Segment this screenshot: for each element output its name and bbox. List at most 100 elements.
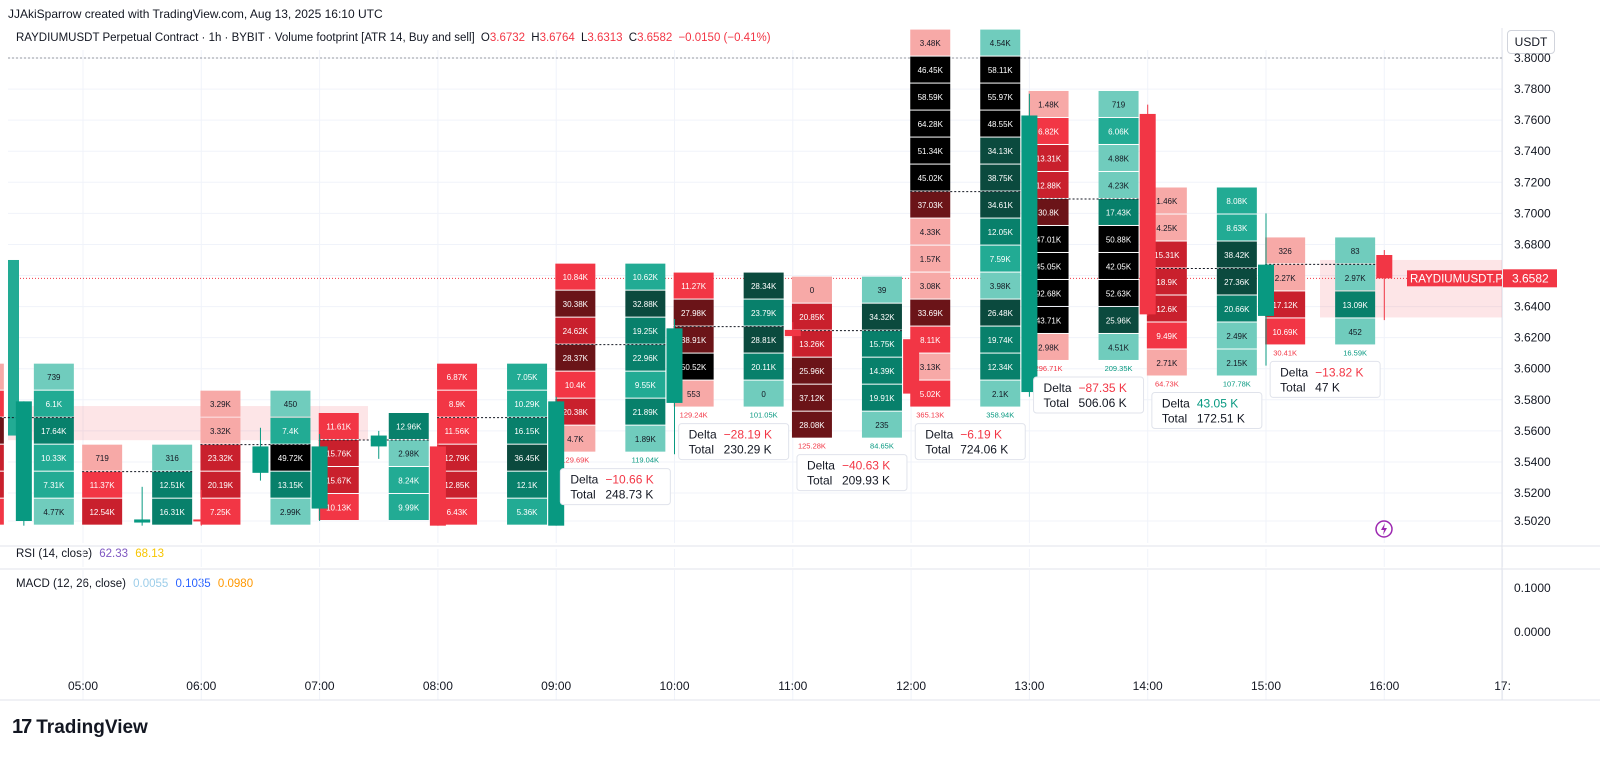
footprint-buy-value: 19.74K	[988, 336, 1014, 345]
candle-body	[193, 519, 210, 522]
footprint-sell-value: 92.68K	[1036, 289, 1062, 298]
footprint-buy-cell	[980, 218, 1021, 245]
total-label: Total	[689, 443, 714, 457]
macd-tick-label: 0.1000	[1514, 581, 1551, 595]
footprint-buy-value: 13.09K	[1342, 301, 1368, 310]
footprint-buy-value: 20.11K	[751, 363, 776, 372]
footprint-buy-cell	[743, 380, 784, 407]
footprint-sell-total: 129.69K	[561, 456, 589, 465]
footprint-buy-cell	[743, 299, 784, 326]
footprint-buy-value: 2.15K	[1226, 359, 1248, 368]
footprint-sell-value: 64.28K	[918, 120, 944, 129]
total-label: Total	[807, 474, 832, 488]
footprint-buy-value: 55.97K	[988, 93, 1014, 102]
footprint-buy-value: 25.96K	[1106, 316, 1132, 325]
price-axis[interactable]: 3.8000 3.7800 3.7600 3.7400 3.7200 3.7000 3.68…	[1514, 51, 1551, 639]
footprint-buy-value: 34.13K	[988, 147, 1014, 156]
footprint-buy-value: 38.75K	[988, 174, 1014, 183]
delta-value: −6.19 K	[960, 428, 1002, 442]
price-tick-label: 3.5400	[1514, 455, 1551, 469]
time-tick-label: 15:00	[1251, 679, 1281, 693]
footprint-sell-value: 6.82K	[1038, 127, 1060, 136]
footprint-buy-value: 7.59K	[990, 255, 1012, 264]
macd-line-value: 0.1035	[175, 578, 211, 590]
footprint-buy-cell	[270, 498, 311, 525]
footprint-sell-value: 10.84K	[563, 273, 589, 282]
footprint-buy-value: 38.42K	[1224, 251, 1250, 260]
footprint-buy-cell	[625, 263, 666, 290]
footprint-sell-cell	[555, 263, 596, 290]
delta-box	[796, 454, 908, 492]
footprint-buy-cell	[507, 390, 548, 417]
total-value: 209.93 K	[842, 474, 890, 488]
footprint-buy-cell	[33, 390, 74, 417]
footprint-sell-value: 3.48K	[920, 39, 942, 48]
footprint-sell-value: 13.26K	[799, 340, 825, 349]
candles	[15, 93, 1393, 526]
footprint-buy-total: 101.05K	[750, 411, 778, 420]
footprint-buy-cell	[388, 440, 429, 466]
footprint-sell-cell	[555, 371, 596, 398]
footprint-buy-cell	[507, 417, 548, 444]
delta-box	[1033, 376, 1145, 414]
footprint-sell-value: 15.67K	[326, 477, 352, 486]
footprint-sell-value: 11.61K	[326, 423, 351, 432]
footprint-buy-cell	[980, 29, 1021, 56]
footprint-buy-total: 209.35K	[1105, 364, 1133, 373]
footprint-sell-cell	[910, 191, 951, 218]
footprint-sell-cell	[673, 299, 714, 326]
delta-label: Delta	[925, 428, 953, 442]
footprint-buy-cell	[1335, 318, 1376, 345]
footprint-buy-cell	[980, 380, 1021, 407]
delta-box	[914, 423, 1026, 461]
footprint-buy-cell	[1098, 225, 1139, 252]
footprint-buy-value: 2.97K	[1345, 274, 1367, 283]
legend-close-label: C	[628, 32, 638, 44]
footprint-sell-value: 45.05K	[1036, 262, 1062, 271]
legend-change: −0.0150 (−0.41%)	[678, 32, 771, 44]
footprint-sell-value: 2.98K	[1038, 343, 1060, 352]
candle-body	[1139, 113, 1156, 315]
footprint-buy-value: 4.54K	[990, 39, 1012, 48]
footprint-buy-value: 23.79K	[751, 309, 777, 318]
footprint-sell-cell	[0, 363, 4, 390]
price-tag-symbol: RAYDIUMUSDT.P	[1410, 273, 1503, 285]
footprint-buy-cell	[1098, 279, 1139, 306]
price-tick-label: 3.5600	[1514, 424, 1551, 438]
footprint-buy-value: 8.08K	[1226, 197, 1248, 206]
footprint-buy-cell	[980, 245, 1021, 272]
price-tick-label: 3.7200	[1514, 175, 1551, 189]
footprint-buy-cell	[625, 344, 666, 371]
currency-button[interactable]: USDT	[1507, 30, 1555, 54]
footprint-buy-value: 739	[47, 373, 61, 382]
footprint-sell-cell	[82, 444, 123, 471]
footprint-buy-value: 50.88K	[1106, 235, 1132, 244]
footprints: 10.04K4.77K19.97K7.31K24.46K10.33K26.53K…	[0, 29, 1376, 525]
footprint-sell-value: 326	[1278, 247, 1292, 256]
footprint-sell-value: 12.79K	[444, 454, 470, 463]
footprint-buy-cell	[1098, 90, 1139, 117]
footprint-buy-value: 316	[165, 454, 179, 463]
footprint-buy-cell	[1216, 349, 1257, 376]
footprint-sell-cell	[791, 357, 832, 384]
footprint-buy-cell	[270, 417, 311, 444]
legend-high-label: H	[531, 32, 540, 44]
delta-label: Delta	[1280, 365, 1308, 379]
lightning-icon	[1375, 520, 1393, 538]
footprint-buy-cell	[625, 317, 666, 344]
footprint-buy-total: 84.65K	[870, 442, 894, 451]
time-axis[interactable]: 05:00 06:00 07:00 08:00 09:00 10:00 11:00 12:00…	[68, 679, 1511, 693]
footprint-buy-value: 83	[1351, 247, 1360, 256]
footprint-buy-value: 39	[877, 286, 886, 295]
time-tick-label: 05:00	[68, 679, 98, 693]
footprint-sell-cell	[0, 471, 4, 498]
footprint-buy-value: 2.49K	[1226, 332, 1248, 341]
footprint-buy-value: 6.06K	[1108, 127, 1130, 136]
legend-close: 3.6582	[637, 32, 673, 44]
delta-value: −28.19 K	[724, 428, 772, 442]
footprint-buy-cell	[980, 56, 1021, 83]
footprint-buy-value: 12.96K	[396, 423, 422, 432]
legend-low: 3.6313	[587, 32, 623, 44]
footprint-sell-value: 30.8K	[1038, 208, 1060, 217]
